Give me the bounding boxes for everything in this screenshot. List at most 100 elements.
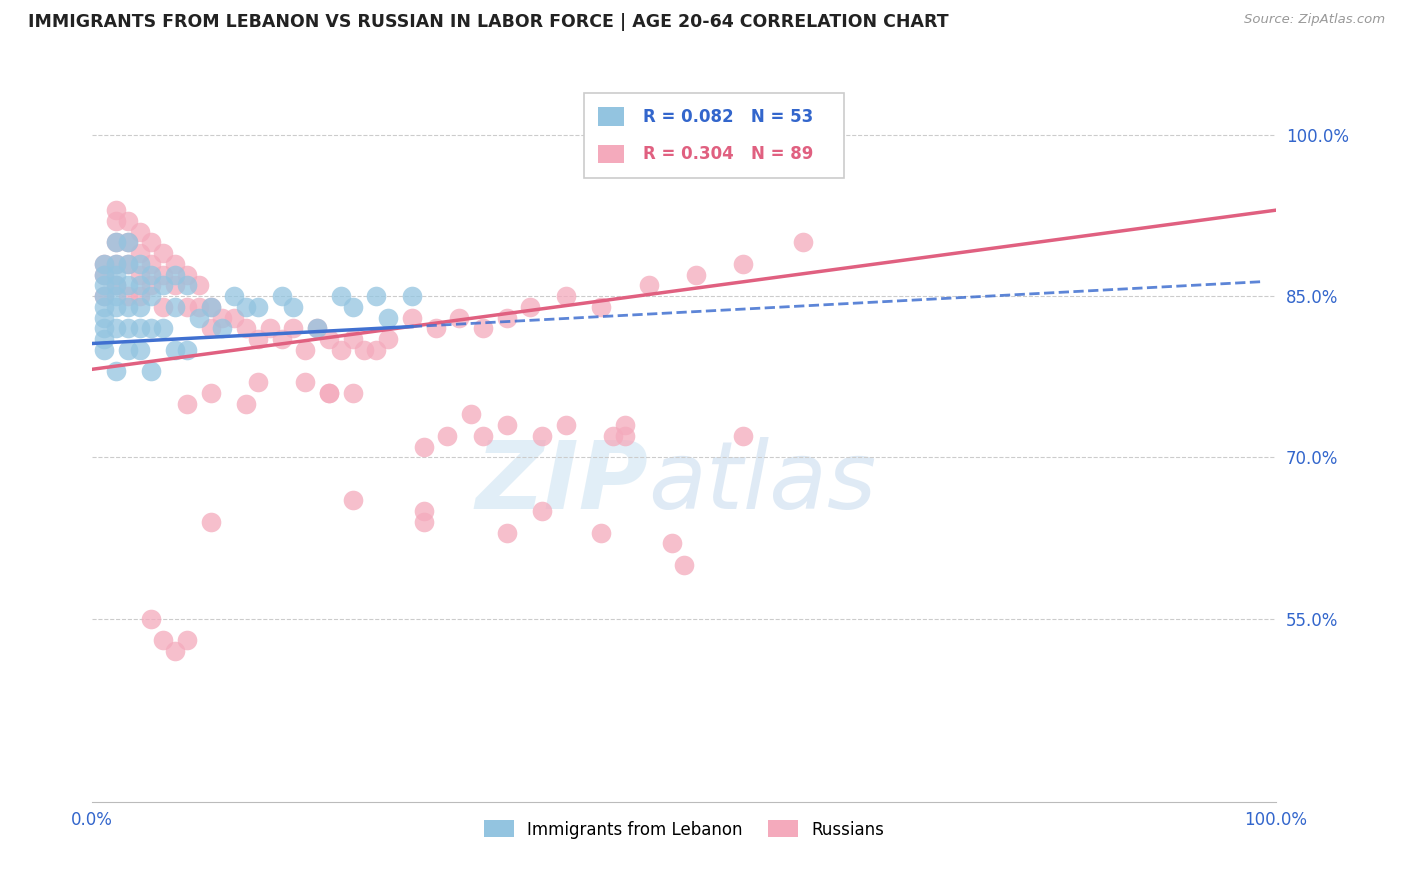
Point (165, 278, 187, 293)
Point (401, 310, 423, 325)
Point (637, 278, 659, 293)
Point (377, 310, 399, 325)
Point (104, 321, 127, 335)
Point (200, 386, 222, 401)
Point (246, 300, 269, 314)
Point (460, 408, 482, 422)
Point (591, 525, 613, 540)
Point (200, 321, 222, 335)
Point (176, 633, 198, 648)
Point (211, 310, 233, 325)
Point (342, 332, 364, 346)
Point (141, 612, 163, 626)
Point (613, 429, 636, 443)
Point (141, 257, 163, 271)
Point (412, 515, 434, 529)
Point (117, 278, 139, 293)
Point (128, 268, 150, 282)
Point (270, 289, 292, 303)
FancyBboxPatch shape (583, 93, 844, 178)
Point (685, 268, 707, 282)
Point (165, 257, 187, 271)
Point (519, 300, 541, 314)
Point (104, 203, 127, 218)
Point (531, 429, 554, 443)
Point (117, 300, 139, 314)
Point (128, 278, 150, 293)
Point (104, 289, 127, 303)
Point (176, 268, 198, 282)
Point (342, 300, 364, 314)
Point (104, 257, 127, 271)
Point (733, 429, 755, 443)
Point (294, 375, 316, 389)
Point (93, 321, 115, 335)
Point (117, 235, 139, 250)
Point (117, 235, 139, 250)
Point (152, 321, 174, 335)
Point (93, 289, 115, 303)
Point (165, 300, 187, 314)
Point (93, 343, 115, 357)
Point (93, 332, 115, 346)
Point (200, 300, 222, 314)
Bar (598, 145, 624, 163)
Point (495, 525, 517, 540)
Point (93, 300, 115, 314)
Point (104, 268, 127, 282)
Point (117, 343, 139, 357)
Point (471, 429, 494, 443)
Point (93, 257, 115, 271)
Point (141, 289, 163, 303)
Point (152, 246, 174, 260)
Point (152, 278, 174, 293)
Point (117, 321, 139, 335)
Point (366, 343, 388, 357)
Point (93, 257, 115, 271)
Point (495, 310, 517, 325)
Point (307, 321, 329, 335)
Point (318, 386, 340, 401)
Point (141, 321, 163, 335)
Point (733, 257, 755, 271)
Point (141, 235, 163, 250)
Point (792, 235, 814, 250)
Point (141, 278, 163, 293)
Point (342, 386, 364, 401)
Point (93, 268, 115, 282)
Point (152, 300, 174, 314)
Point (283, 321, 305, 335)
Point (425, 321, 447, 335)
Point (104, 235, 127, 250)
Point (235, 300, 257, 314)
Point (176, 300, 198, 314)
Point (141, 268, 163, 282)
Point (246, 332, 269, 346)
Point (128, 343, 150, 357)
Point (235, 321, 257, 335)
Point (613, 418, 636, 433)
Point (104, 278, 127, 293)
Point (471, 321, 494, 335)
Point (104, 235, 127, 250)
Point (602, 429, 624, 443)
Text: R = 0.304   N = 89: R = 0.304 N = 89 (643, 145, 813, 163)
Point (104, 300, 127, 314)
Point (412, 440, 434, 454)
Point (128, 257, 150, 271)
Point (412, 504, 434, 518)
Point (93, 278, 115, 293)
Point (128, 289, 150, 303)
Point (342, 493, 364, 508)
Point (224, 289, 246, 303)
Text: Source: ZipAtlas.com: Source: ZipAtlas.com (1244, 13, 1385, 27)
Point (554, 289, 576, 303)
Point (93, 289, 115, 303)
Point (318, 386, 340, 401)
Point (165, 268, 187, 282)
Point (531, 504, 554, 518)
Text: R = 0.082   N = 53: R = 0.082 N = 53 (643, 108, 813, 126)
Point (128, 321, 150, 335)
Point (117, 257, 139, 271)
Text: IMMIGRANTS FROM LEBANON VS RUSSIAN IN LABOR FORCE | AGE 20-64 CORRELATION CHART: IMMIGRANTS FROM LEBANON VS RUSSIAN IN LA… (28, 13, 949, 31)
